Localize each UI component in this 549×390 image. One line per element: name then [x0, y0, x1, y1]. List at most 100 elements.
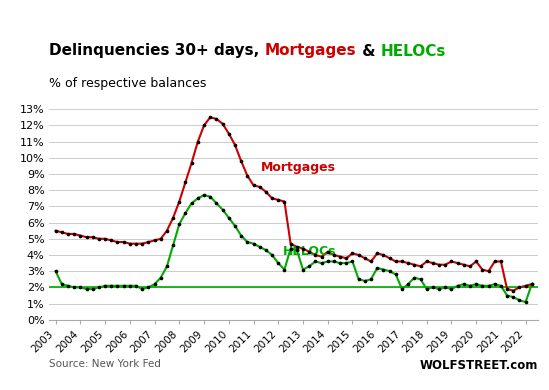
- Point: [410, 262, 419, 268]
- Point: [261, 189, 270, 195]
- Point: [472, 281, 480, 287]
- Point: [509, 294, 518, 300]
- Point: [132, 241, 141, 247]
- Point: [441, 284, 450, 291]
- Point: [460, 281, 468, 287]
- Point: [367, 258, 376, 264]
- Point: [528, 281, 536, 287]
- Point: [261, 247, 270, 253]
- Point: [391, 258, 400, 264]
- Point: [274, 197, 283, 203]
- Point: [416, 276, 425, 282]
- Point: [107, 283, 116, 289]
- Point: [416, 263, 425, 269]
- Point: [181, 210, 190, 216]
- Point: [496, 258, 505, 264]
- Text: Delinquencies 30+ days,: Delinquencies 30+ days,: [49, 44, 265, 58]
- Point: [329, 258, 338, 264]
- Point: [138, 241, 147, 247]
- Point: [447, 286, 456, 292]
- Point: [268, 195, 277, 201]
- Point: [361, 278, 369, 284]
- Point: [237, 232, 245, 239]
- Point: [484, 283, 493, 289]
- Text: Source: New York Fed: Source: New York Fed: [49, 359, 161, 369]
- Point: [125, 283, 134, 289]
- Point: [76, 284, 85, 291]
- Point: [200, 192, 209, 198]
- Point: [132, 283, 141, 289]
- Point: [212, 116, 221, 122]
- Point: [490, 258, 499, 264]
- Point: [237, 158, 245, 164]
- Point: [435, 262, 444, 268]
- Point: [64, 283, 72, 289]
- Point: [367, 276, 376, 282]
- Point: [460, 262, 468, 268]
- Point: [311, 258, 320, 264]
- Point: [187, 160, 196, 166]
- Point: [200, 122, 209, 129]
- Point: [274, 260, 283, 266]
- Point: [503, 292, 512, 299]
- Point: [193, 138, 202, 145]
- Point: [496, 283, 505, 289]
- Point: [435, 286, 444, 292]
- Point: [509, 287, 518, 294]
- Point: [58, 229, 66, 236]
- Point: [218, 121, 227, 127]
- Point: [231, 223, 239, 229]
- Point: [453, 283, 462, 289]
- Point: [82, 286, 91, 292]
- Point: [490, 281, 499, 287]
- Point: [231, 142, 239, 148]
- Point: [64, 231, 72, 237]
- Point: [163, 263, 171, 269]
- Point: [361, 255, 369, 261]
- Point: [354, 276, 363, 282]
- Point: [286, 245, 295, 252]
- Point: [521, 283, 530, 289]
- Point: [305, 263, 313, 269]
- Point: [280, 266, 289, 273]
- Point: [478, 266, 487, 273]
- Point: [150, 237, 159, 243]
- Point: [51, 228, 60, 234]
- Text: Mortgages: Mortgages: [261, 161, 336, 174]
- Point: [150, 281, 159, 287]
- Point: [249, 182, 258, 188]
- Point: [268, 252, 277, 258]
- Point: [317, 260, 326, 266]
- Point: [107, 237, 116, 243]
- Point: [156, 236, 165, 242]
- Point: [70, 231, 79, 237]
- Point: [243, 239, 252, 245]
- Point: [144, 239, 153, 245]
- Point: [453, 260, 462, 266]
- Point: [528, 281, 536, 287]
- Point: [293, 244, 301, 250]
- Point: [76, 232, 85, 239]
- Text: HELOCs: HELOCs: [283, 245, 337, 258]
- Point: [348, 258, 357, 264]
- Point: [428, 284, 437, 291]
- Point: [225, 130, 233, 136]
- Point: [397, 258, 406, 264]
- Point: [88, 286, 97, 292]
- Point: [88, 234, 97, 240]
- Text: &: &: [356, 44, 380, 58]
- Point: [169, 215, 177, 221]
- Point: [206, 193, 215, 200]
- Point: [478, 283, 487, 289]
- Point: [113, 283, 122, 289]
- Point: [503, 286, 512, 292]
- Point: [299, 245, 307, 252]
- Point: [323, 258, 332, 264]
- Point: [422, 286, 431, 292]
- Text: WOLFSTREET.com: WOLFSTREET.com: [419, 359, 538, 372]
- Point: [515, 297, 524, 303]
- Text: Mortgages: Mortgages: [265, 44, 356, 58]
- Point: [225, 215, 233, 221]
- Point: [82, 234, 91, 240]
- Point: [255, 184, 264, 190]
